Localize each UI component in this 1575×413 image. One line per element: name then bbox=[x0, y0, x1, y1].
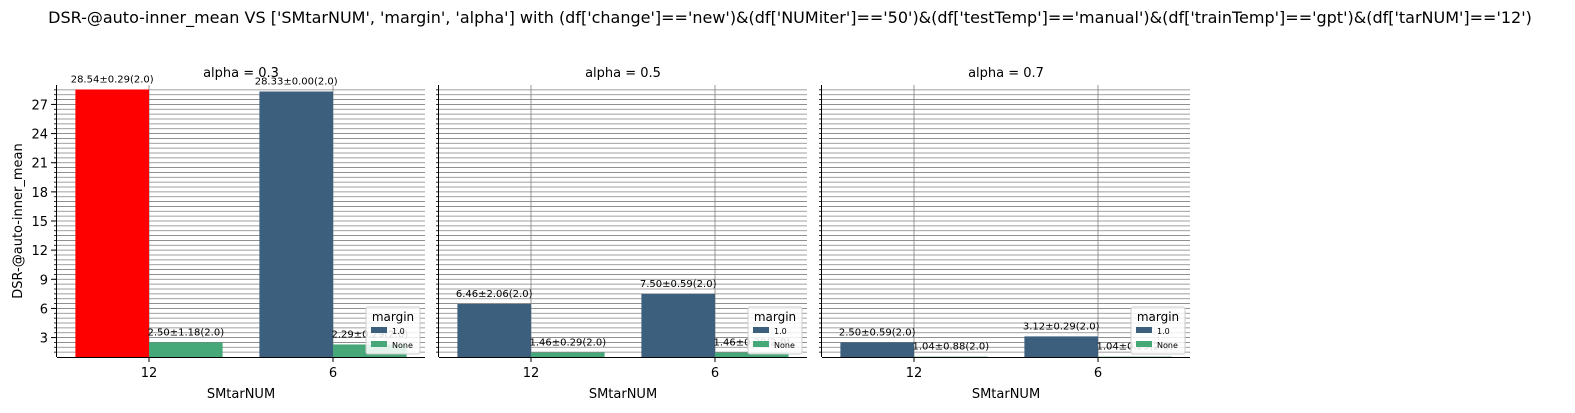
legend-swatch bbox=[371, 341, 387, 347]
legend-swatch bbox=[371, 327, 387, 333]
legend-swatch bbox=[753, 341, 769, 347]
y-tick-label: 6 bbox=[40, 302, 48, 317]
bar-value-label: 2.50±1.18(2.0) bbox=[147, 327, 224, 338]
y-tick-label: 21 bbox=[31, 157, 48, 172]
y-minor-ticks bbox=[436, 89, 439, 353]
bar bbox=[457, 303, 531, 357]
legend-swatch bbox=[1136, 341, 1152, 347]
y-tick-label: 15 bbox=[31, 215, 48, 230]
y-tick-label: 12 bbox=[31, 244, 48, 259]
bar-value-label: 1.04±0.88(2.0) bbox=[912, 342, 989, 353]
bar-value-label: 1.46±0.29(2.0) bbox=[529, 338, 606, 349]
y-axis-label: DSR-@auto-inner_mean bbox=[11, 143, 26, 298]
legend-entry-label: None bbox=[1157, 341, 1178, 350]
x-tick-label: 12 bbox=[141, 366, 158, 381]
y-tick-label: 3 bbox=[40, 332, 48, 347]
bar bbox=[75, 89, 149, 358]
bar bbox=[715, 352, 789, 357]
bar bbox=[149, 342, 223, 357]
legend-swatch bbox=[1136, 327, 1152, 333]
panel-title: alpha = 0.3 bbox=[203, 66, 279, 81]
x-tick-label: 6 bbox=[329, 366, 337, 381]
bar-value-label: 2.50±0.59(2.0) bbox=[839, 327, 916, 338]
bar-value-label: 6.46±2.06(2.0) bbox=[456, 289, 533, 300]
y-tick-label: 9 bbox=[40, 273, 48, 288]
legend: margin 1.0 None bbox=[747, 306, 803, 355]
panel-title: alpha = 0.5 bbox=[585, 66, 661, 81]
bar bbox=[531, 352, 605, 357]
bar-value-label: 28.33±0.00(2.0) bbox=[255, 77, 338, 88]
legend-title: margin bbox=[754, 310, 796, 324]
legend-entry-label: 1.0 bbox=[774, 327, 787, 336]
x-axis-label: SMtarNUM bbox=[972, 387, 1040, 402]
x-axis-label: SMtarNUM bbox=[589, 387, 657, 402]
legend-entry-label: 1.0 bbox=[392, 327, 405, 336]
bar bbox=[259, 91, 333, 357]
legend-swatch bbox=[753, 327, 769, 333]
y-minor-ticks bbox=[819, 89, 822, 353]
x-tick-label: 12 bbox=[523, 366, 540, 381]
chart-panels: 28.54±0.29(2.0) 28.33±0.00(2.0) 2.50±1.18(… bbox=[11, 66, 1190, 402]
legend-title: margin bbox=[1137, 310, 1179, 324]
bar bbox=[840, 342, 914, 357]
y-tick-label: 27 bbox=[31, 98, 48, 113]
y-tick-label: 24 bbox=[31, 128, 48, 143]
legend-title: margin bbox=[372, 310, 414, 324]
legend-entry-label: None bbox=[392, 341, 413, 350]
legend: margin 1.0 None bbox=[365, 306, 421, 355]
bar-value-label: 28.54±0.29(2.0) bbox=[71, 74, 154, 85]
x-tick-label: 12 bbox=[906, 366, 923, 381]
x-tick-label: 6 bbox=[1094, 366, 1102, 381]
x-tick-label: 6 bbox=[711, 366, 719, 381]
panel-1: 6.46±2.06(2.0) 7.50±0.59(2.0) 1.46±0.29(2.… bbox=[436, 66, 807, 402]
legend: margin 1.0 None bbox=[1130, 306, 1186, 355]
legend-entry-label: 1.0 bbox=[1157, 327, 1170, 336]
x-axis-label: SMtarNUM bbox=[207, 387, 275, 402]
bar-value-label: 3.12±0.29(2.0) bbox=[1023, 321, 1100, 332]
bar bbox=[641, 293, 715, 357]
legend-entry-label: None bbox=[774, 341, 795, 350]
panel-0: 28.54±0.29(2.0) 28.33±0.00(2.0) 2.50±1.18(… bbox=[11, 66, 425, 402]
y-tick-label: 18 bbox=[31, 186, 48, 201]
bar-value-label: 7.50±0.59(2.0) bbox=[640, 279, 717, 290]
figure-title: DSR-@auto-inner_mean VS ['SMtarNUM', 'ma… bbox=[48, 8, 1532, 28]
panel-2: 2.50±0.59(2.0) 3.12±0.29(2.0) 1.04±0.88(2.… bbox=[819, 66, 1190, 402]
bar bbox=[1024, 336, 1098, 357]
panel-title: alpha = 0.7 bbox=[968, 66, 1044, 81]
